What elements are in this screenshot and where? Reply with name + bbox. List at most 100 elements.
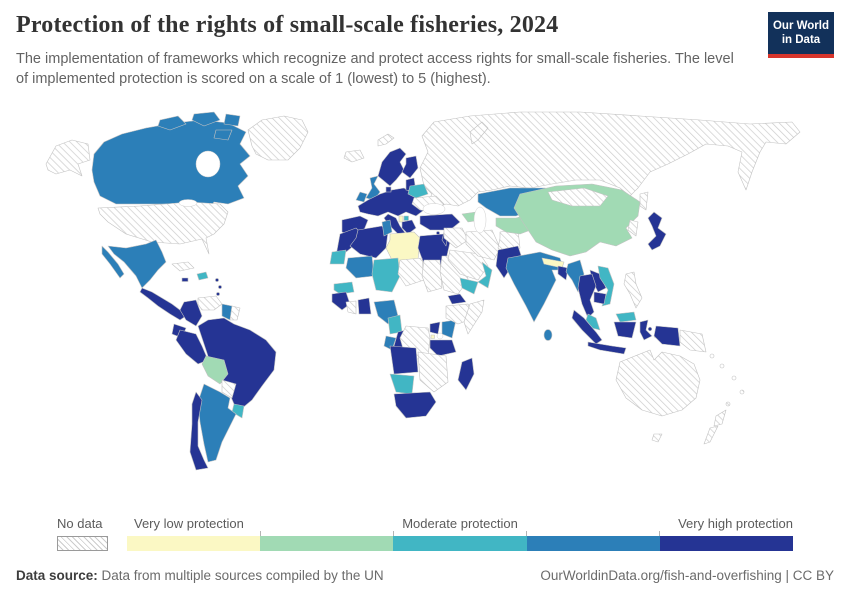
country-norway-sweden[interactable]: [377, 147, 407, 187]
country-uruguay[interactable]: [231, 403, 245, 419]
country-western-sahara[interactable]: [329, 249, 347, 265]
country-eritrea-djibouti[interactable]: [447, 293, 467, 305]
legend-segment-1[interactable]: [127, 536, 261, 551]
country-indonesia-sulawesi[interactable]: [639, 319, 653, 341]
country-madagascar[interactable]: [457, 357, 475, 391]
country-alaska[interactable]: [45, 139, 91, 177]
country-indonesia-kalimantan[interactable]: [613, 321, 637, 339]
country-lesser-antilles-2[interactable]: [218, 285, 222, 289]
country-suriname[interactable]: [229, 305, 241, 321]
country-iraq-syria[interactable]: [443, 227, 469, 249]
legend-segment-4[interactable]: [526, 536, 660, 551]
country-pacific-island-3[interactable]: [731, 375, 737, 381]
legend-segment-3[interactable]: [393, 536, 527, 551]
country-canada-arctic-1[interactable]: [157, 115, 187, 131]
country-tanzania[interactable]: [429, 339, 457, 357]
country-indonesia-papua[interactable]: [653, 325, 681, 347]
country-mexico[interactable]: [107, 239, 167, 289]
country-central-america[interactable]: [139, 287, 187, 321]
country-indonesia-sumatra[interactable]: [571, 309, 603, 345]
country-chile[interactable]: [189, 391, 209, 471]
country-south-africa[interactable]: [393, 391, 437, 419]
legend-segment-2[interactable]: [260, 536, 394, 551]
country-lesser-antilles-3[interactable]: [216, 292, 220, 296]
country-new-zealand-south[interactable]: [703, 425, 719, 445]
country-malaysia-borneo[interactable]: [615, 311, 637, 323]
country-svalbard[interactable]: [377, 133, 395, 147]
country-cuba[interactable]: [171, 261, 195, 272]
country-ghana[interactable]: [357, 297, 372, 315]
country-albania[interactable]: [398, 215, 404, 223]
country-iran[interactable]: [465, 229, 501, 261]
country-canada[interactable]: [91, 119, 251, 211]
country-bangladesh[interactable]: [557, 265, 569, 281]
country-colombia[interactable]: [179, 299, 203, 327]
legend-no-data-swatch[interactable]: [57, 536, 108, 551]
country-malaysia-peninsula[interactable]: [585, 313, 601, 331]
country-new-zealand-north[interactable]: [713, 409, 727, 427]
country-usa[interactable]: [97, 201, 229, 255]
country-niger[interactable]: [397, 257, 425, 287]
country-vietnam[interactable]: [597, 265, 615, 307]
country-jamaica[interactable]: [181, 277, 189, 282]
country-senegal[interactable]: [333, 281, 355, 295]
country-north-macedonia[interactable]: [403, 215, 409, 221]
country-yemen[interactable]: [459, 277, 479, 295]
country-cambodia[interactable]: [593, 291, 607, 305]
country-russia-novaya-zemlya[interactable]: [469, 121, 489, 145]
country-tasmania[interactable]: [651, 433, 663, 443]
country-korea[interactable]: [627, 219, 639, 237]
country-japan[interactable]: [647, 211, 667, 251]
country-mauritania[interactable]: [345, 255, 375, 279]
country-chad[interactable]: [421, 259, 443, 293]
country-pacific-island-4[interactable]: [739, 389, 745, 395]
country-cameroon[interactable]: [387, 314, 403, 335]
country-uganda[interactable]: [429, 321, 441, 335]
country-rwanda[interactable]: [430, 334, 435, 339]
country-belarus[interactable]: [407, 183, 429, 199]
country-dominican-republic[interactable]: [196, 271, 209, 281]
legend-segment-5[interactable]: [659, 536, 794, 551]
country-guinea[interactable]: [331, 291, 351, 311]
country-cote-divoire[interactable]: [345, 300, 357, 315]
country-greece[interactable]: [401, 219, 417, 235]
country-somalia[interactable]: [463, 299, 485, 335]
country-finland[interactable]: [401, 155, 419, 179]
country-indonesia-java[interactable]: [587, 341, 627, 355]
country-india[interactable]: [505, 251, 565, 323]
country-denmark[interactable]: [385, 186, 392, 193]
country-mali[interactable]: [371, 257, 401, 293]
country-australia[interactable]: [615, 349, 701, 417]
country-pacific-island-1[interactable]: [709, 353, 715, 359]
country-venezuela[interactable]: [197, 295, 223, 311]
country-canada-arctic-2[interactable]: [191, 111, 221, 127]
country-china[interactable]: [513, 183, 641, 257]
country-lesser-antilles-1[interactable]: [215, 278, 219, 282]
country-greenland[interactable]: [247, 115, 309, 161]
country-pacific-island-2[interactable]: [719, 363, 725, 369]
country-zambia-region[interactable]: [417, 351, 449, 393]
owid-logo[interactable]: Our World in Data: [768, 12, 834, 58]
country-angola[interactable]: [389, 345, 419, 375]
country-iceland[interactable]: [343, 149, 365, 163]
country-indonesia-moluccas-1[interactable]: [647, 326, 653, 332]
country-thailand[interactable]: [577, 273, 597, 319]
country-argentina[interactable]: [197, 383, 237, 463]
country-paraguay[interactable]: [221, 379, 237, 399]
country-mexico-baja[interactable]: [101, 245, 125, 279]
country-pacific-island-5[interactable]: [725, 401, 731, 407]
country-ireland[interactable]: [355, 191, 368, 203]
country-philippines[interactable]: [623, 271, 643, 309]
country-oman[interactable]: [477, 261, 493, 289]
country-sri-lanka[interactable]: [543, 329, 553, 341]
subtitle-line-1: The implementation of frameworks which r…: [16, 51, 734, 67]
owid-credit-link[interactable]: OurWorldinData.org/fish-and-overfishing …: [540, 568, 834, 583]
country-canada-arctic-3[interactable]: [223, 113, 241, 127]
country-mongolia[interactable]: [547, 187, 609, 207]
country-brazil[interactable]: [197, 317, 277, 411]
country-tunisia[interactable]: [381, 219, 393, 237]
country-papua-new-guinea[interactable]: [679, 329, 707, 353]
country-canada-arctic-4[interactable]: [213, 129, 233, 141]
country-russia[interactable]: [419, 111, 801, 209]
country-bolivia[interactable]: [201, 355, 229, 385]
